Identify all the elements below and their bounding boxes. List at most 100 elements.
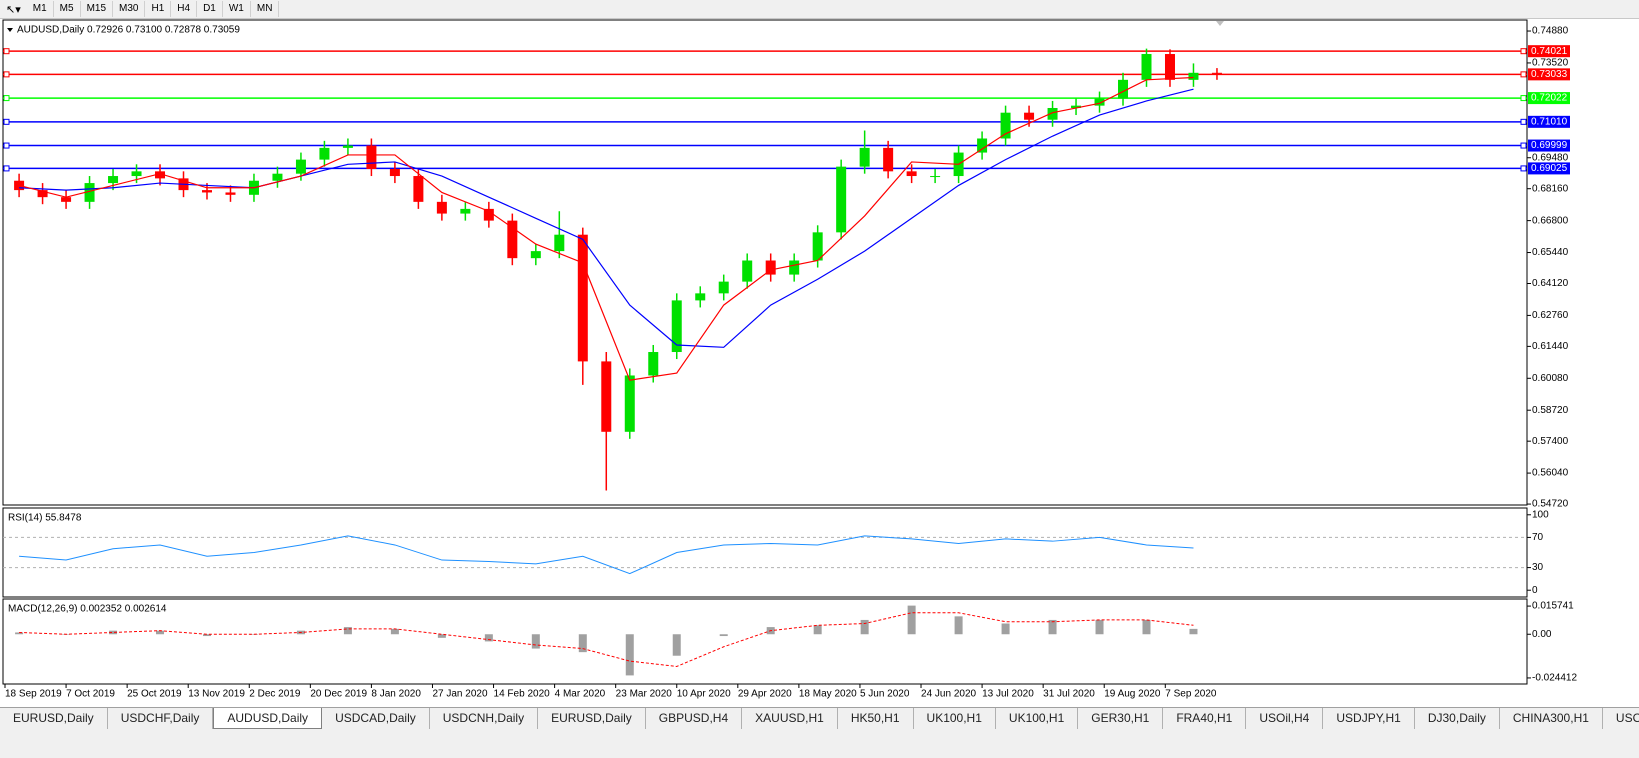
y-tick-label: 0.015741	[1532, 601, 1574, 612]
candle-body	[84, 183, 95, 202]
level-label-box	[1528, 92, 1570, 105]
candle-body	[1188, 72, 1199, 80]
timeframe-button[interactable]: M5	[54, 1, 81, 17]
y-tick-label: 30	[1532, 562, 1544, 573]
chart-tab[interactable]: UK100,H1	[996, 708, 1079, 729]
chart-tab[interactable]: FRA40,H1	[1163, 708, 1247, 729]
candle-body	[1164, 54, 1175, 80]
x-tick-label: 8 Jan 2020	[371, 689, 421, 700]
candle-body	[812, 232, 823, 261]
macd-bar	[437, 634, 446, 638]
panel-frame	[2, 507, 1528, 598]
panel-title: AUDUSD,Daily 0.72926 0.73100 0.72878 0.7…	[17, 25, 240, 36]
level-handle	[1520, 118, 1527, 125]
chart-tab[interactable]: USDCNH,Daily	[430, 708, 539, 729]
chart-tab[interactable]: USDJPY,H1	[1323, 708, 1415, 729]
level-label-box	[1528, 115, 1570, 128]
level-handle	[1520, 142, 1527, 149]
x-tick-label: 13 Nov 2019	[188, 689, 245, 700]
level-label-box	[1528, 68, 1570, 81]
candle-body	[718, 281, 729, 294]
chart-tab[interactable]: AUDUSD,Daily	[213, 708, 323, 729]
timeframe-button[interactable]: W1	[223, 1, 251, 17]
chart-tab[interactable]: USOil,H1	[1603, 708, 1639, 729]
timeframe-button[interactable]: M1	[27, 1, 54, 17]
y-tick-label: 0.64120	[1532, 278, 1569, 289]
macd-signal	[19, 612, 1194, 667]
candle-body	[319, 147, 330, 160]
macd-bar	[672, 634, 681, 656]
x-tick-label: 18 May 2020	[799, 689, 857, 700]
macd-bar	[719, 634, 728, 637]
shift-marker	[1216, 21, 1224, 26]
candle-body	[366, 145, 377, 169]
chart-tab[interactable]: CHINA300,H1	[1500, 708, 1603, 729]
timeframe-button[interactable]: H1	[145, 1, 172, 17]
candle-body	[1118, 79, 1129, 99]
chart-tab[interactable]: EURUSD,Daily	[0, 708, 108, 729]
level-handle	[1520, 48, 1527, 55]
x-tick-label: 29 Apr 2020	[738, 689, 792, 700]
candle-body	[1047, 107, 1058, 120]
candle-body	[108, 176, 119, 184]
timeframe-button[interactable]: M15	[81, 1, 114, 17]
x-tick-label: 5 Jun 2020	[860, 689, 910, 700]
level-label-box	[1528, 139, 1570, 152]
chart-tab[interactable]: GBPUSD,H4	[646, 708, 743, 729]
level-handle	[3, 95, 10, 102]
chart-tab[interactable]: GER30,H1	[1078, 708, 1164, 729]
plot-area	[3, 535, 1527, 575]
macd-bar	[202, 634, 211, 637]
timeframe-button[interactable]: M30	[113, 1, 146, 17]
macd-bar	[15, 632, 24, 635]
candle-body	[530, 251, 541, 259]
candle-body	[1141, 54, 1152, 80]
chart-tab[interactable]: USDCHF,Daily	[108, 708, 214, 729]
candle-body	[295, 159, 306, 174]
macd-bar	[1001, 623, 1010, 635]
x-tick-label: 19 Aug 2020	[1104, 689, 1161, 700]
y-tick-label: 0.68160	[1532, 183, 1569, 194]
chart-tab[interactable]: USDCAD,Daily	[322, 708, 430, 729]
chart-tab[interactable]: USOil,H4	[1246, 708, 1324, 729]
y-tick-label: 0.65440	[1532, 247, 1569, 258]
chart-tab[interactable]: HK50,H1	[838, 708, 914, 729]
y-tick-label: 0.62760	[1532, 310, 1569, 321]
candle-body	[765, 260, 776, 275]
level-handle	[3, 71, 10, 78]
chart-window: AUDUSD,Daily 0.72926 0.73100 0.72878 0.7…	[0, 18, 1639, 707]
level-handle	[3, 118, 10, 125]
timeframe-button[interactable]: D1	[197, 1, 223, 17]
chart-tabs: EURUSD,Daily USDCHF,Daily AUDUSD,Daily USDC…	[0, 707, 1639, 729]
candle-body	[648, 352, 659, 376]
level-label: 0.69025	[1531, 163, 1568, 174]
y-tick-label: 0	[1532, 585, 1538, 596]
chart-tab[interactable]: UK100,H1	[914, 708, 996, 729]
macd-bar	[109, 630, 118, 635]
y-tick-label: 0.61440	[1532, 341, 1569, 352]
x-tick-label: 23 Mar 2020	[616, 689, 673, 700]
candle-body	[883, 147, 894, 172]
cursor-icon[interactable]: ↖▾	[6, 3, 21, 16]
timeframe-button[interactable]: H4	[171, 1, 198, 17]
candle-body	[225, 192, 236, 195]
timeframe-button[interactable]: MN	[251, 1, 280, 17]
y-tick-label: 0.74880	[1532, 26, 1569, 37]
macd-bar	[343, 627, 352, 635]
chart-tab[interactable]: DJ30,Daily	[1415, 708, 1500, 729]
chart-tab[interactable]: XAUUSD,H1	[742, 708, 838, 729]
candle-body	[272, 173, 283, 181]
chart-tab[interactable]: EURUSD,Daily	[538, 708, 646, 729]
candle-body	[789, 260, 800, 275]
candle-body	[930, 176, 941, 178]
candle-body	[342, 145, 353, 148]
level-label-box	[1528, 45, 1570, 58]
macd-bar	[390, 628, 399, 635]
plot-area	[3, 48, 1527, 491]
candle-body	[1000, 112, 1011, 139]
candle-body	[1024, 112, 1035, 120]
candle-body	[577, 234, 588, 362]
x-tick-label: 18 Sep 2019	[5, 689, 62, 700]
level-label: 0.72022	[1531, 93, 1568, 104]
macd-bar	[578, 634, 587, 653]
